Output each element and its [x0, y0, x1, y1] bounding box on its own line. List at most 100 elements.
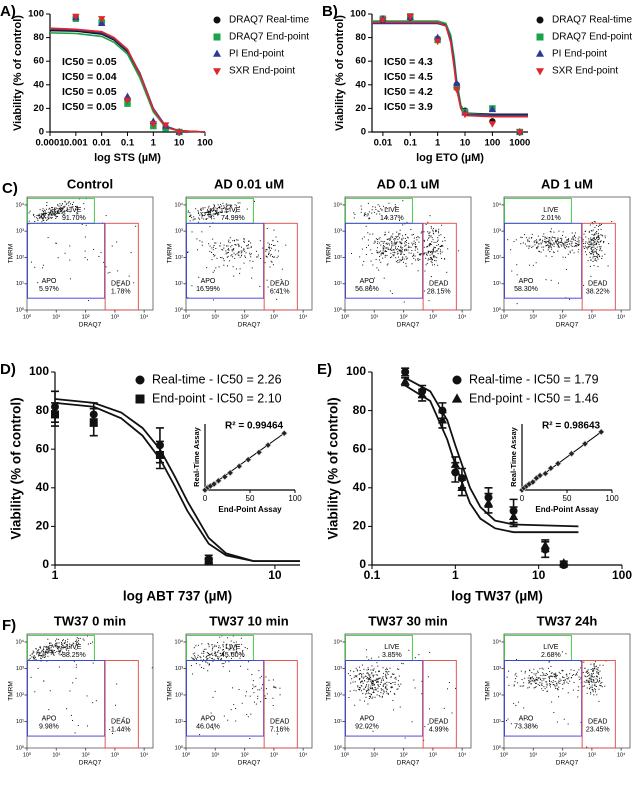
event-dot — [209, 208, 211, 210]
event-dot — [539, 682, 541, 684]
event-dot — [549, 684, 551, 686]
event-dot — [385, 687, 387, 689]
event-dot — [218, 647, 220, 649]
event-dot — [530, 683, 532, 685]
event-dot — [199, 664, 201, 666]
event-dot — [599, 677, 601, 679]
event-dot — [213, 204, 215, 206]
event-dot — [528, 237, 530, 239]
gate-percent: 2.01% — [541, 215, 561, 222]
event-dot — [439, 249, 441, 251]
event-dot — [208, 214, 210, 216]
event-dot — [383, 247, 385, 249]
event-dot — [389, 239, 391, 241]
event-dot — [567, 692, 569, 694]
event-dot — [214, 207, 216, 209]
event-dot — [567, 246, 569, 248]
event-dot — [563, 718, 565, 720]
event-dot — [528, 682, 530, 684]
event-dot — [413, 679, 415, 681]
event-dot — [596, 246, 598, 248]
event-dot — [66, 708, 68, 710]
event-dot — [206, 652, 208, 654]
event-dot — [216, 207, 218, 209]
event-dot — [589, 265, 591, 267]
event-dot — [386, 671, 388, 673]
event-dot — [385, 676, 387, 678]
event-dot — [527, 677, 529, 679]
event-dot — [235, 268, 237, 270]
event-dot — [39, 646, 41, 648]
annotation: IC50 = 3.9 — [384, 101, 433, 113]
annotation: IC50 = 4.5 — [384, 71, 433, 83]
event-dot — [274, 288, 276, 290]
event-dot — [436, 230, 438, 232]
event-dot — [76, 644, 78, 646]
event-dot — [594, 226, 596, 228]
event-dot — [60, 646, 62, 648]
event-dot — [37, 218, 39, 220]
event-dot — [424, 270, 426, 272]
event-dot — [41, 651, 43, 653]
event-dot — [376, 247, 378, 249]
event-dot — [586, 671, 588, 673]
event-dot — [58, 647, 60, 649]
data-point — [453, 79, 461, 87]
event-dot — [566, 239, 568, 241]
event-dot — [544, 688, 546, 690]
y-axis-label: TMRM — [167, 681, 174, 701]
event-dot — [366, 669, 368, 671]
event-dot — [578, 243, 580, 245]
data-point — [97, 16, 106, 23]
event-dot — [230, 646, 232, 648]
event-dot — [199, 214, 201, 216]
event-dot — [202, 215, 204, 217]
event-dot — [598, 681, 600, 683]
y-tick-label: 10⁰ — [334, 306, 343, 313]
event-dot — [211, 247, 213, 249]
event-dot — [564, 242, 566, 244]
event-dot — [50, 651, 52, 653]
event-dot — [367, 667, 369, 669]
event-dot — [29, 210, 31, 212]
event-dot — [597, 667, 599, 669]
event-dot — [598, 673, 600, 675]
event-dot — [226, 205, 228, 207]
event-dot — [370, 680, 372, 682]
event-dot — [38, 652, 40, 654]
gate — [263, 222, 298, 311]
event-dot — [550, 231, 552, 233]
event-dot — [539, 250, 541, 252]
x-tick-label: 10³ — [270, 752, 278, 758]
event-dot — [42, 219, 44, 221]
event-dot — [203, 655, 205, 657]
event-dot — [237, 254, 239, 256]
event-dot — [202, 660, 204, 662]
event-dot — [592, 239, 594, 241]
event-dot — [222, 649, 224, 651]
event-dot — [402, 257, 404, 259]
inset-annotation: R² = 0.99464 — [225, 421, 284, 432]
event-dot — [257, 254, 259, 256]
gate-percent: 3.85% — [382, 652, 402, 659]
event-dot — [600, 685, 602, 687]
event-dot — [77, 725, 79, 727]
event-dot — [604, 235, 606, 237]
event-dot — [200, 212, 202, 214]
event-dot — [561, 234, 563, 236]
event-dot — [74, 732, 76, 734]
event-dot — [596, 236, 598, 238]
event-dot — [602, 235, 604, 237]
y-tick-label: 80 — [353, 403, 367, 417]
event-dot — [51, 649, 53, 651]
event-dot — [596, 233, 598, 235]
event-dot — [597, 254, 599, 256]
event-dot — [593, 233, 595, 235]
event-dot — [229, 204, 231, 206]
data-point — [433, 38, 442, 46]
event-dot — [590, 253, 592, 255]
gate-name: LIVE — [66, 207, 82, 214]
event-dot — [58, 642, 60, 644]
event-dot — [390, 676, 392, 678]
event-dot — [211, 214, 213, 216]
